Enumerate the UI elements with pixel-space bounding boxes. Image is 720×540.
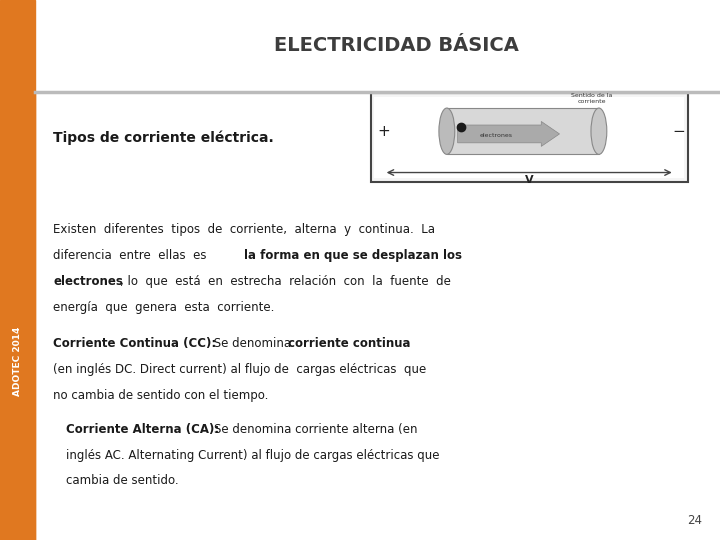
- Text: Corriente Alterna (CA):: Corriente Alterna (CA):: [66, 423, 219, 436]
- Text: ADOTEC 2014: ADOTEC 2014: [13, 327, 22, 396]
- Text: inglés AC. Alternating Current) al flujo de cargas eléctricas que: inglés AC. Alternating Current) al flujo…: [66, 449, 439, 462]
- Bar: [374, 97, 684, 178]
- Text: +: +: [377, 124, 390, 139]
- Bar: [35, 0, 720, 92]
- Text: , lo  que  está  en  estrecha  relación  con  la  fuente  de: , lo que está en estrecha relación con l…: [120, 275, 451, 288]
- Ellipse shape: [439, 108, 455, 154]
- Bar: [371, 93, 688, 183]
- Bar: [447, 108, 599, 154]
- Text: ELECTRICIDAD BÁSICA: ELECTRICIDAD BÁSICA: [274, 36, 518, 56]
- Text: −: −: [672, 124, 685, 139]
- Text: (en inglés DC. Direct current) al flujo de  cargas eléctricas  que: (en inglés DC. Direct current) al flujo …: [53, 363, 426, 376]
- Text: Sentido de la
corriente: Sentido de la corriente: [571, 93, 613, 104]
- Text: cambia de sentido.: cambia de sentido.: [66, 475, 179, 488]
- Text: energía  que  genera  esta  corriente.: energía que genera esta corriente.: [53, 301, 274, 314]
- Bar: [0, 92, 35, 540]
- Text: Existen  diferentes  tipos  de  corriente,  alterna  y  continua.  La: Existen diferentes tipos de corriente, a…: [53, 223, 435, 236]
- Text: Se denomina corriente alterna (en: Se denomina corriente alterna (en: [214, 423, 417, 436]
- Text: Tipos de corriente eléctrica.: Tipos de corriente eléctrica.: [53, 131, 274, 145]
- FancyArrow shape: [458, 122, 559, 146]
- Text: la forma en que se desplazan los: la forma en que se desplazan los: [244, 249, 462, 262]
- Text: 24: 24: [687, 514, 702, 526]
- Text: no cambia de sentido con el tiempo.: no cambia de sentido con el tiempo.: [53, 389, 269, 402]
- Text: corriente continua: corriente continua: [288, 337, 410, 350]
- Text: electrones: electrones: [53, 275, 123, 288]
- Text: V: V: [525, 175, 534, 185]
- Bar: [0, 0, 35, 540]
- Ellipse shape: [591, 108, 607, 154]
- Text: Corriente Continua (CC):: Corriente Continua (CC):: [53, 337, 216, 350]
- Text: Se denomina: Se denomina: [210, 337, 294, 350]
- Text: diferencia  entre  ellas  es: diferencia entre ellas es: [53, 249, 210, 262]
- Text: electrones: electrones: [480, 133, 512, 138]
